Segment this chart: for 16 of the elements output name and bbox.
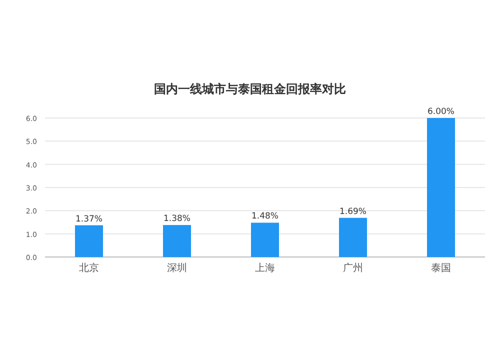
x-tick-label: 深圳 bbox=[167, 262, 187, 274]
data-label: 6.00% bbox=[427, 107, 455, 117]
bar bbox=[163, 225, 191, 257]
bar bbox=[251, 222, 279, 257]
data-label: 1.69% bbox=[339, 206, 367, 217]
x-tick-label: 北京 bbox=[79, 262, 99, 274]
chart-title: 国内一线城市与泰国租金回报率对比 bbox=[154, 82, 346, 96]
bar bbox=[339, 218, 367, 257]
data-label: 1.48% bbox=[251, 212, 279, 222]
bar bbox=[427, 118, 455, 257]
x-tick-label: 上海 bbox=[255, 262, 275, 274]
data-label: 1.38% bbox=[163, 214, 191, 224]
bar bbox=[75, 225, 103, 257]
x-tick-label: 广州 bbox=[343, 262, 363, 274]
data-label: 1.37% bbox=[75, 214, 103, 224]
x-tick-label: 泰国 bbox=[431, 263, 451, 274]
